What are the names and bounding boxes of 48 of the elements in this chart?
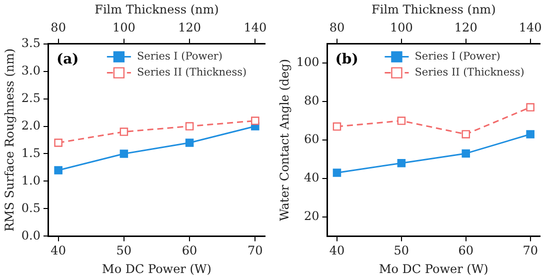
point <box>526 130 534 138</box>
x2-tick-label: 120 <box>454 20 478 35</box>
x2-axis-title: Film Thickness (nm) <box>372 2 496 16</box>
x2-tick-label: 140 <box>244 20 267 35</box>
x-tick-label: 70 <box>522 244 538 258</box>
x2-tick-label: 100 <box>112 20 136 35</box>
y-tick-label: 100 <box>296 55 320 70</box>
x-axis-title: Mo DC Power (W) <box>102 262 212 276</box>
point <box>397 158 406 168</box>
y-tick-label: 80 <box>304 94 320 108</box>
x2-tick-label: 80 <box>50 20 66 35</box>
y-tick-label: 3.0 <box>21 63 40 78</box>
x-tick-label: 60 <box>182 244 198 258</box>
x2-tick-label: 120 <box>178 20 201 35</box>
y-tick-label: 1.0 <box>21 173 40 188</box>
x-tick-label: 70 <box>248 244 263 258</box>
point <box>332 168 342 177</box>
point <box>54 166 62 174</box>
point <box>185 138 194 147</box>
x2-tick-label: 80 <box>329 20 345 35</box>
legend-label: Series I (Power) <box>414 50 500 63</box>
y-tick-label: 0.0 <box>21 228 40 242</box>
point <box>120 150 128 158</box>
y-tick-label: 2.5 <box>21 90 40 105</box>
x-tick-label: 60 <box>458 244 474 258</box>
annotation: (b) <box>335 51 358 68</box>
y-tick-label: 40 <box>304 170 320 185</box>
y-tick-label: 2.0 <box>21 118 40 132</box>
x-tick-label: 40 <box>50 244 66 258</box>
x-axis-title: Mo DC Power (W) <box>378 262 488 276</box>
y-tick-label: 3.5 <box>21 36 40 50</box>
legend-label: Series II (Thickness) <box>136 66 247 79</box>
y-tick-label: 20 <box>304 209 320 224</box>
x-tick-label: 50 <box>394 244 410 258</box>
x2-axis-title: Film Thickness (nm) <box>94 2 219 16</box>
y-axis-title: RMS Surface Roughness (nm) <box>2 48 16 232</box>
y-axis-title: Water Contact Angle (deg) <box>277 58 292 222</box>
x2-tick-label: 100 <box>390 20 413 35</box>
y-tick-label: 60 <box>304 132 320 146</box>
point <box>462 149 470 158</box>
x-tick-label: 50 <box>116 244 132 258</box>
annotation: (a) <box>56 51 79 68</box>
x2-tick-label: 140 <box>518 20 542 35</box>
legend-label: Series II (Thickness) <box>414 66 524 79</box>
legend-label: Series I (Power) <box>136 50 223 63</box>
y-tick-label: 0.5 <box>21 200 40 215</box>
x-tick-label: 40 <box>329 244 345 258</box>
y-tick-label: 1.5 <box>21 146 40 160</box>
